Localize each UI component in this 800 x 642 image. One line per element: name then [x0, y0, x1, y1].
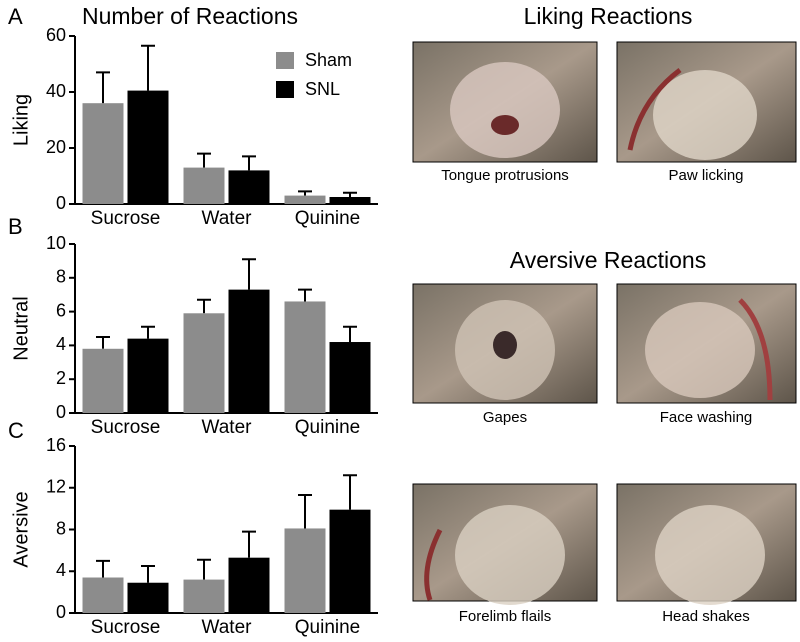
error-bar [298, 288, 312, 302]
error-bar [197, 558, 211, 580]
y-axis-label: Liking [10, 94, 32, 146]
x-tick-label: Sucrose [91, 617, 161, 638]
y-tick-label: 12 [46, 477, 66, 497]
photo [412, 41, 598, 163]
y-tick-label: 10 [46, 233, 66, 253]
x-tick-label: Water [202, 617, 253, 638]
y-tick-label: 16 [46, 435, 66, 455]
bar [329, 197, 371, 204]
bar [228, 289, 270, 413]
x-tick-label: Quinine [295, 208, 361, 229]
error-bar [343, 191, 357, 197]
y-tick-label: 0 [56, 602, 66, 622]
y-tick-label: 4 [56, 560, 66, 580]
photo [616, 283, 797, 404]
panel-label: B [8, 214, 23, 239]
error-bar [96, 71, 110, 104]
photo [412, 483, 598, 605]
y-tick-label: 40 [46, 81, 66, 101]
error-bar [96, 559, 110, 578]
error-bar [242, 258, 256, 290]
chart-title: Number of Reactions [82, 3, 298, 29]
photo-heading: Aversive Reactions [510, 247, 706, 273]
error-bar [197, 298, 211, 314]
panel-label: C [8, 418, 24, 443]
bar [228, 557, 270, 613]
bar [183, 579, 225, 613]
bar [82, 348, 124, 413]
bar [127, 90, 169, 204]
error-bar [197, 152, 211, 168]
bar [127, 338, 169, 413]
error-bar [242, 155, 256, 171]
error-bar [141, 565, 155, 583]
photo-caption: Head shakes [662, 608, 750, 625]
bar-chart: A Number of Reactions Liking 0 20 40 60 Sucrose… [8, 3, 378, 229]
x-tick-label: Quinine [295, 617, 361, 638]
bar [82, 577, 124, 613]
error-bar [141, 325, 155, 339]
error-bar [298, 190, 312, 196]
bar-chart: C Aversive 0 4 8 12 16 Sucrose Water Quinine [8, 418, 378, 638]
x-tick-label: Sucrose [91, 417, 161, 438]
bar [127, 582, 169, 613]
y-tick-label: 0 [56, 402, 66, 422]
y-tick-label: 4 [56, 334, 66, 354]
photo-caption: Paw licking [668, 167, 743, 184]
y-axis-label: Neutral [10, 296, 32, 360]
legend-label: SNL [305, 79, 340, 99]
x-tick-label: Sucrose [91, 208, 161, 229]
y-tick-label: 8 [56, 518, 66, 538]
error-bar [141, 44, 155, 91]
bar [284, 301, 326, 413]
photo-caption: Forelimb flails [459, 608, 552, 625]
photo-caption: Face washing [660, 409, 753, 426]
photo [616, 41, 797, 163]
photo-caption: Gapes [483, 409, 527, 426]
error-bar [343, 474, 357, 510]
bar [82, 103, 124, 204]
photos: Liking Reactions Tongue protrusions Paw … [412, 3, 797, 625]
legend-swatch [276, 81, 294, 98]
panel-label: A [8, 4, 23, 29]
x-tick-label: Water [202, 417, 253, 438]
error-bar [96, 335, 110, 349]
x-tick-label: Water [202, 208, 253, 229]
error-bar [242, 530, 256, 558]
y-tick-label: 8 [56, 267, 66, 287]
photo [412, 283, 598, 404]
bar-chart: B Neutral 0 2 4 6 8 10 Sucrose Water Quinine [8, 214, 378, 438]
y-tick-label: 60 [46, 25, 66, 45]
photo [616, 483, 797, 605]
bar [329, 342, 371, 413]
y-axis-label: Aversive [10, 491, 32, 567]
bar [183, 313, 225, 413]
bar [329, 509, 371, 613]
y-tick-label: 6 [56, 300, 66, 320]
error-bar [343, 325, 357, 343]
y-tick-label: 20 [46, 137, 66, 157]
x-tick-label: Quinine [295, 417, 361, 438]
error-bar [298, 494, 312, 529]
legend-label: Sham [305, 50, 352, 70]
photo-heading: Liking Reactions [524, 3, 693, 29]
legend-swatch [276, 52, 294, 69]
y-tick-label: 0 [56, 193, 66, 213]
bar [284, 528, 326, 613]
bar [183, 167, 225, 204]
photo-caption: Tongue protrusions [441, 167, 569, 184]
y-tick-label: 2 [56, 368, 66, 388]
bar [284, 195, 326, 204]
bar [228, 170, 270, 204]
